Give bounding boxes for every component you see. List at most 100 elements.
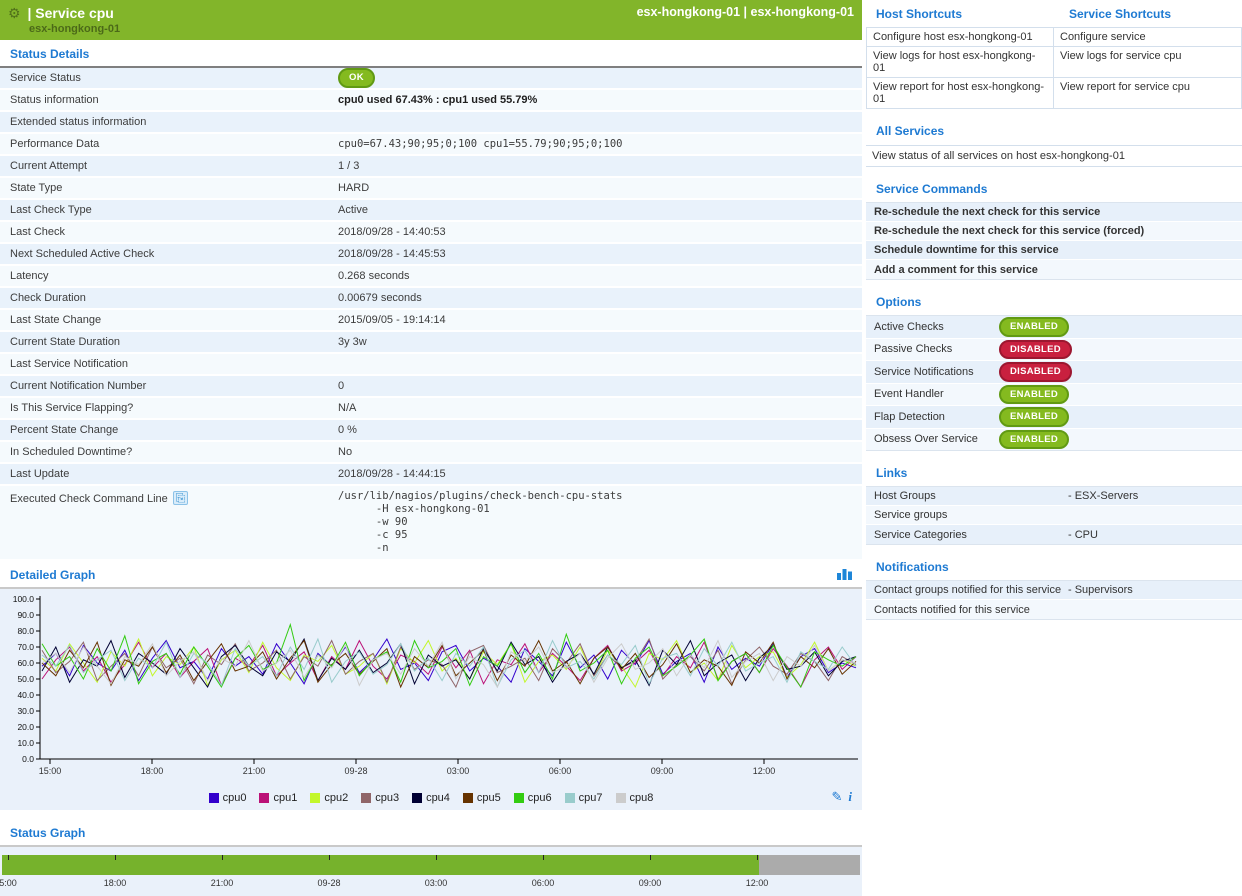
svg-text:18:00: 18:00 <box>141 766 164 776</box>
service-command-label: Re-schedule the next check for this serv… <box>874 206 1101 218</box>
service-shortcut-link[interactable]: View report for service cpu <box>1060 81 1191 93</box>
links-section: Links Host Groups - ESX-Servers Service … <box>866 459 1242 545</box>
option-state: ENABLED <box>999 429 1242 449</box>
page-header: ⚙ | Service cpu esx-hongkong-01 esx-hong… <box>0 0 862 40</box>
legend-item: cpu4 <box>412 792 450 804</box>
status-graph-panel: 5:00 18:00 21:00 09-28 03:00 06:00 <box>0 847 862 896</box>
link-label: Service Categories <box>874 528 967 541</box>
status-timeline-bar[interactable] <box>2 855 860 875</box>
timeline-tick <box>436 855 437 860</box>
sidebar-pane: Host Shortcuts Service Shortcuts Configu… <box>866 0 1242 620</box>
link-value: - ESX-Servers <box>1068 490 1139 502</box>
service-shortcut-link[interactable]: View logs for service cpu <box>1060 50 1182 62</box>
status-row-label: Performance Data⎘ <box>10 138 100 150</box>
legend-label: cpu2 <box>324 792 349 804</box>
edit-graph-icon[interactable]: ✎ <box>831 789 843 804</box>
status-row-label: Extended status information⎘ <box>10 116 147 128</box>
link-row[interactable]: Service groups <box>866 506 1242 525</box>
legend-label: cpu8 <box>629 792 654 804</box>
status-row-label: Next Scheduled Active Check⎘ <box>10 248 155 260</box>
header-host-service: esx-hongkong-01 | esx-hongkong-01 <box>636 5 854 19</box>
notification-row[interactable]: Contacts notified for this service <box>866 600 1242 619</box>
timeline-tick <box>543 855 544 860</box>
option-row[interactable]: Active Checks ENABLED <box>866 316 1242 339</box>
link-label: Service groups <box>874 509 948 521</box>
status-row: Latency⎘ 0.268 seconds <box>0 266 862 288</box>
info-icon[interactable]: i <box>848 789 852 804</box>
status-row-value: /usr/lib/nagios/plugins/check-bench-cpu-… <box>338 490 623 554</box>
svg-text:90.0: 90.0 <box>17 610 34 620</box>
status-row-value: N/A <box>338 402 357 414</box>
option-label: Active Checks <box>874 320 944 333</box>
status-row-value: cpu0=67.43;90;95;0;100 cpu1=55.79;90;95;… <box>338 138 623 150</box>
service-command-link[interactable]: Re-schedule the next check for this serv… <box>866 222 1242 241</box>
option-state: DISABLED <box>999 362 1242 382</box>
host-shortcut-link[interactable]: View report for host esx-hongkong-01 <box>867 78 1054 108</box>
status-row-label: In Scheduled Downtime?⎘ <box>10 446 133 458</box>
status-row-label: Current State Duration⎘ <box>10 336 121 348</box>
legend-item: cpu5 <box>462 792 501 804</box>
option-row[interactable]: Obsess Over Service ENABLED <box>866 428 1242 450</box>
legend-icons: ✎ i <box>831 789 852 805</box>
svg-text:100.0: 100.0 <box>13 594 35 604</box>
status-row: Last Service Notification⎘ <box>0 354 862 376</box>
legend-swatch <box>259 793 270 803</box>
svg-text:15:00: 15:00 <box>39 766 62 776</box>
timeline-tick <box>222 855 223 860</box>
host-shortcut-link[interactable]: Configure host esx-hongkong-01 <box>867 28 1054 46</box>
link-row[interactable]: Service Categories - CPU <box>866 525 1242 544</box>
service-command-link[interactable]: Add a comment for this service <box>866 260 1242 279</box>
service-command-link[interactable]: Schedule downtime for this service <box>866 241 1242 260</box>
notification-label: Contacts notified for this service <box>874 603 1030 616</box>
service-commands-section: Service Commands Re-schedule the next ch… <box>866 175 1242 280</box>
status-row: Current Notification Number⎘ 0 <box>0 376 862 398</box>
status-row-value: cpu0 used 67.43% : cpu1 used 55.79% <box>338 94 538 106</box>
timeline-tick <box>115 855 116 860</box>
service-shortcut-link[interactable]: Configure service <box>1060 31 1146 43</box>
bar-chart-icon[interactable] <box>837 567 852 585</box>
svg-text:80.0: 80.0 <box>17 626 34 636</box>
options-list: Active Checks ENABLED Passive Checks DIS… <box>866 315 1242 451</box>
status-row-label: Last Update⎘ <box>10 468 70 480</box>
option-row[interactable]: Event Handler ENABLED <box>866 383 1242 406</box>
spacer <box>0 810 862 819</box>
status-row: Check Duration⎘ 0.00679 seconds <box>0 288 862 310</box>
host-shortcuts-heading: Host Shortcuts <box>866 0 1059 26</box>
all-services-link[interactable]: View status of all services on host esx-… <box>866 145 1242 167</box>
status-row-label: Service Status⎘ <box>10 72 81 84</box>
option-state: ENABLED <box>999 384 1242 404</box>
option-row[interactable]: Service Notifications DISABLED <box>866 361 1242 384</box>
link-row[interactable]: Host Groups - ESX-Servers <box>866 487 1242 506</box>
service-command-link[interactable]: Re-schedule the next check for this serv… <box>866 203 1242 222</box>
shortcuts-headings: Host Shortcuts Service Shortcuts <box>866 0 1242 26</box>
legend-swatch <box>462 793 473 803</box>
gear-icon[interactable]: ⚙ <box>8 5 21 21</box>
option-row[interactable]: Passive Checks DISABLED <box>866 338 1242 361</box>
options-heading: Options <box>866 288 1242 314</box>
clipboard-icon[interactable]: ⎘ <box>172 491 189 505</box>
status-badge: ENABLED <box>999 384 1070 404</box>
detailed-graph-svg: 0.0 10.0 20.0 30.0 40.0 50.0 60.0 70.0 80.0 90.0 1… <box>13 594 858 776</box>
status-details-table: Service Status⎘ OK Status information⎘ c… <box>0 66 862 561</box>
legend-label: cpu0 <box>222 792 247 804</box>
status-row-value: HARD <box>338 182 370 194</box>
status-row: Last Update⎘ 2018/09/28 - 14:44:15 <box>0 464 862 486</box>
legend-swatch <box>615 793 626 803</box>
host-shortcut-link[interactable]: View logs for host esx-hongkong-01 <box>867 47 1054 77</box>
page-title: ⚙ | Service cpu <box>8 5 114 22</box>
option-row[interactable]: Flap Detection ENABLED <box>866 406 1242 429</box>
svg-text:10.0: 10.0 <box>17 738 34 748</box>
service-command-label: Re-schedule the next check for this serv… <box>874 225 1145 237</box>
detailed-graph-header: Detailed Graph <box>0 561 862 589</box>
timeline-tick-label: 5:00 <box>0 878 17 888</box>
notification-row[interactable]: Contact groups notified for this service… <box>866 581 1242 600</box>
status-row: Next Scheduled Active Check⎘ 2018/09/28 … <box>0 244 862 266</box>
status-row-label: Status information⎘ <box>10 94 99 106</box>
status-row: Executed Check Command Line ⎘ /usr/lib/na… <box>0 486 862 561</box>
status-row-label: Latency⎘ <box>10 270 49 282</box>
status-details-heading: Status Details <box>0 40 862 66</box>
timeline-tick-label: 03:00 <box>424 878 448 888</box>
options-section: Options Active Checks ENABLED Passive Ch… <box>866 288 1242 451</box>
status-row-label: Is This Service Flapping?⎘ <box>10 402 134 414</box>
svg-text:50.0: 50.0 <box>17 674 34 684</box>
